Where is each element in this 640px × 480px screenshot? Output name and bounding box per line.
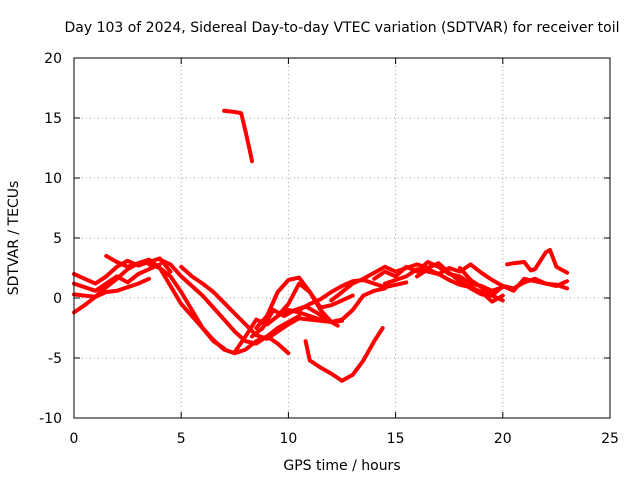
y-tick-label: 20 — [44, 51, 62, 67]
y-tick-label: 5 — [53, 231, 62, 247]
y-tick-label: 0 — [53, 291, 62, 307]
x-tick-label: 15 — [387, 431, 405, 447]
series-line-arc-15 — [222, 108, 254, 164]
grid — [74, 58, 610, 418]
y-tick-label: -5 — [48, 351, 62, 367]
x-tick-label: 5 — [177, 431, 186, 447]
series-line-arc-4 — [72, 276, 151, 299]
x-tick-label: 25 — [601, 431, 619, 447]
series-line-arc-10 — [250, 304, 340, 339]
y-tick-label: 15 — [44, 111, 62, 127]
y-tick-label: 10 — [44, 171, 62, 187]
ticks: 0 5 10 15 20 25 -10 -5 0 5 10 15 20 — [39, 51, 619, 447]
series-group — [72, 108, 570, 383]
series-line-arc-11 — [254, 275, 355, 330]
series-line-arc-7 — [157, 257, 302, 346]
chart-title: Day 103 of 2024, Sidereal Day-to-day VTE… — [64, 20, 619, 36]
series-line-arc-21 — [505, 248, 570, 275]
x-tick-label: 10 — [279, 431, 297, 447]
series-line-arc-3 — [72, 261, 141, 315]
series-line-arc-18 — [382, 262, 570, 291]
series-line-arc-12 — [275, 281, 387, 324]
series-line-arc-20 — [457, 266, 505, 303]
x-tick-label: 20 — [494, 431, 512, 447]
x-axis-label: GPS time / hours — [283, 458, 400, 474]
series-line-arc-14 — [303, 326, 385, 383]
series-line-arc-9 — [232, 308, 344, 354]
y-tick-label: -10 — [39, 411, 62, 427]
x-tick-label: 0 — [70, 431, 79, 447]
series-line-arc-19 — [415, 267, 505, 304]
series-line-arc-13 — [297, 278, 409, 312]
y-axis-label: SDTVAR / TECUs — [6, 181, 22, 296]
